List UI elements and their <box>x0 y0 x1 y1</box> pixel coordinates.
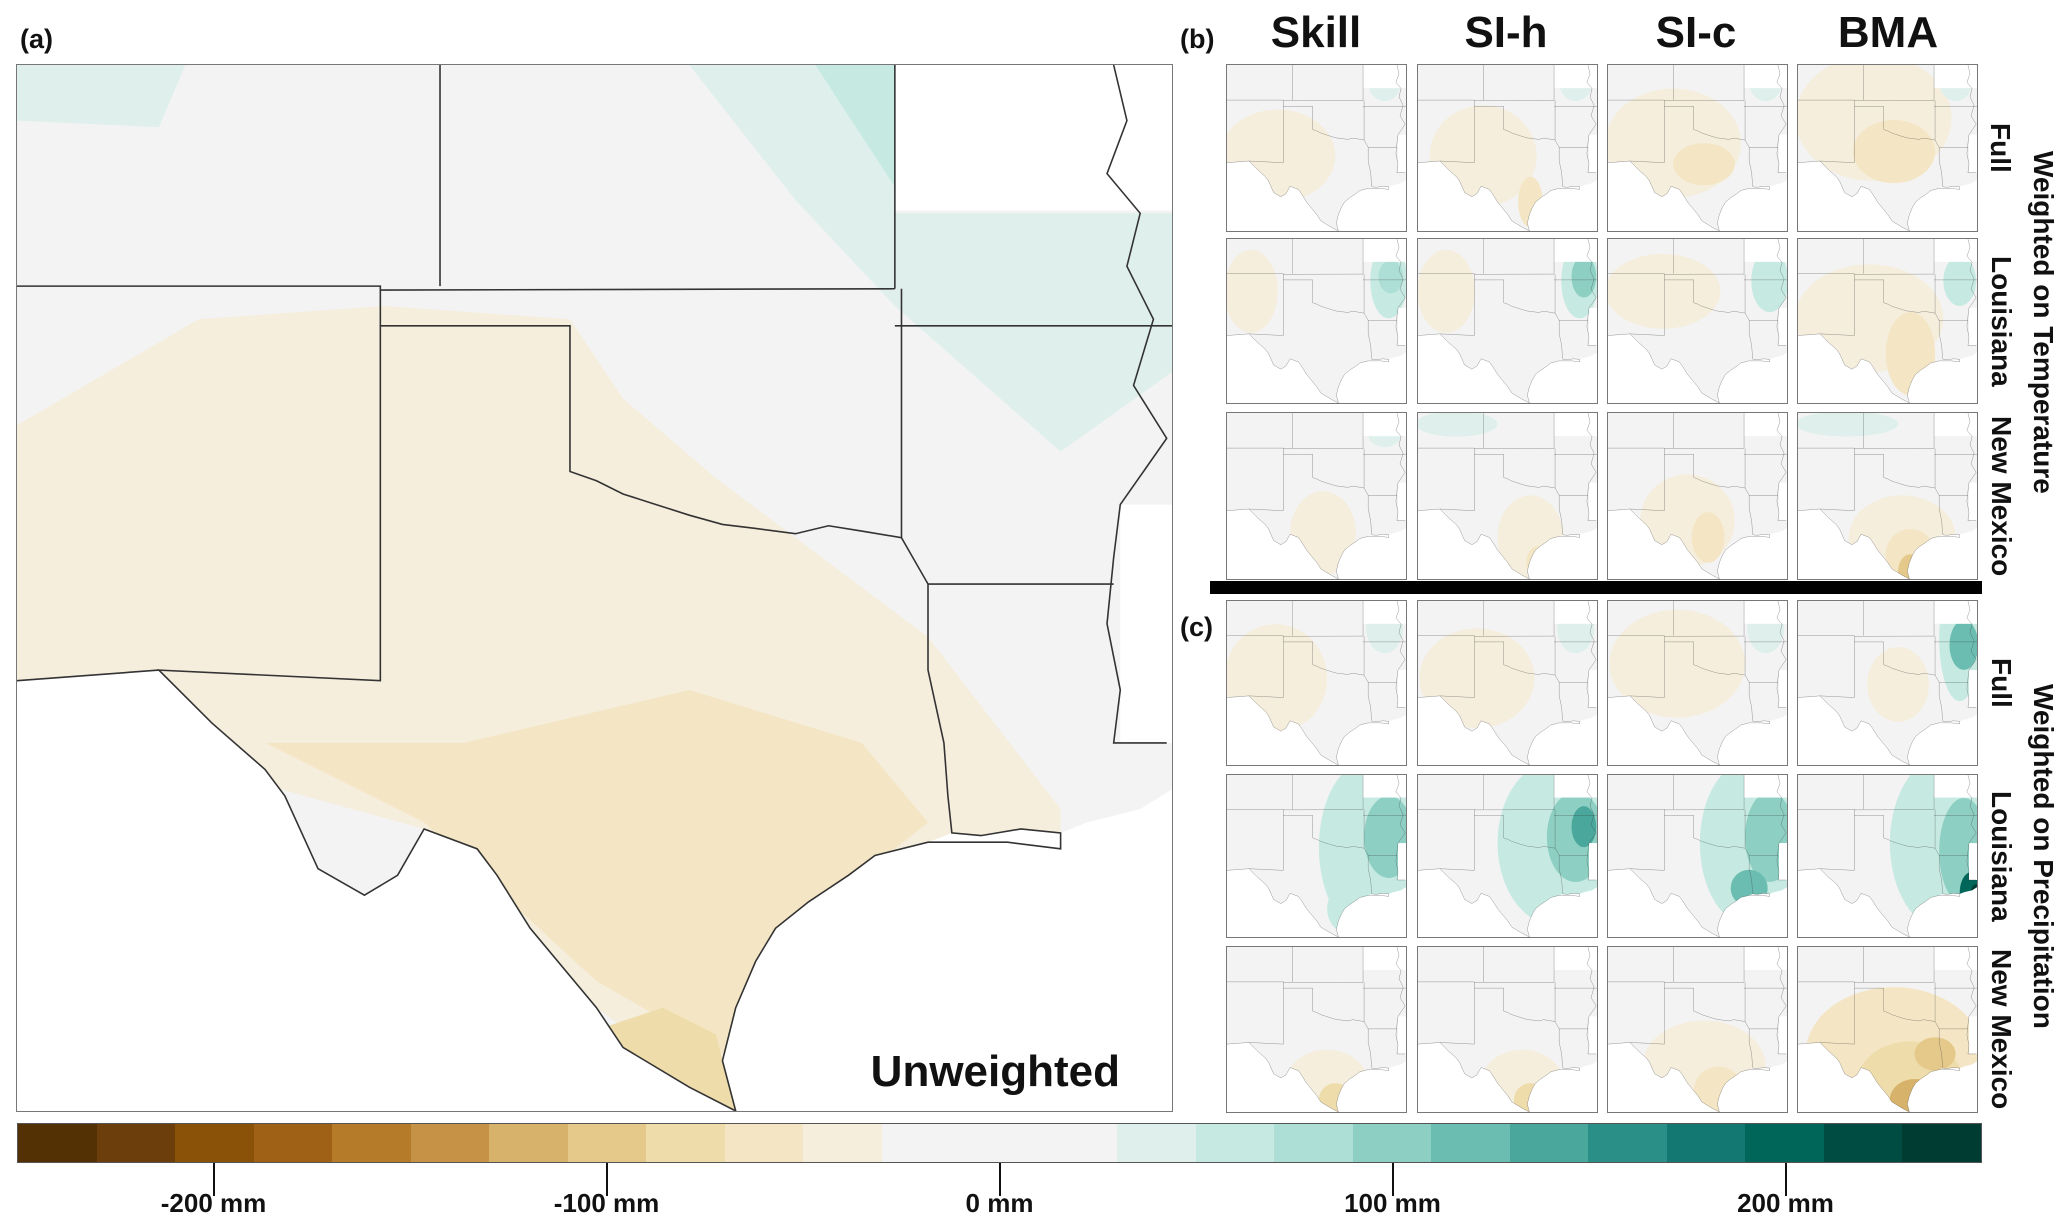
map-temp-full-skill <box>1226 64 1407 232</box>
map-precip-full-si-h <box>1417 600 1598 766</box>
colorbar-tick <box>998 1163 1001 1196</box>
colorbar-bin <box>881 1124 961 1162</box>
column-header-si-h: SI-h <box>1464 8 1548 57</box>
map-precip-louisiana-si-c <box>1607 774 1788 938</box>
column-header-skill: Skill <box>1270 8 1362 57</box>
colorbar-bin <box>175 1124 254 1162</box>
row-label-precip-louisiana: Louisiana <box>1986 790 2017 922</box>
colorbar-bin <box>1431 1124 1510 1162</box>
colorbar-tick-label: 0 mm <box>965 1188 1034 1218</box>
map-temp-full-si-c <box>1607 64 1788 232</box>
map-temp-louisiana-si-c <box>1607 238 1788 404</box>
panel-label-a: (a) <box>20 24 53 54</box>
map-temp-louisiana-si-h <box>1417 238 1598 404</box>
group-label-precipitation: Weighted on Precipitation <box>2028 684 2059 1029</box>
colorbar-bin <box>253 1124 333 1162</box>
row-label-temp-louisiana: Louisiana <box>1986 255 2017 387</box>
map-temp-louisiana-bma <box>1797 238 1978 404</box>
colorbar-bin <box>567 1124 647 1162</box>
map-precip-new-mexico-si-h <box>1417 946 1598 1113</box>
colorbar-bin <box>1745 1124 1824 1162</box>
colorbar-bin <box>410 1124 490 1162</box>
column-header-si-c: SI-c <box>1655 8 1737 57</box>
map-temp-new-mexico-skill <box>1226 412 1407 580</box>
row-label-temp-full: Full <box>1985 123 2016 173</box>
colorbar-bin <box>1823 1124 1903 1162</box>
map-precip-louisiana-si-h <box>1417 774 1598 938</box>
colorbar-bin <box>1274 1124 1353 1162</box>
colorbar-bin <box>724 1124 804 1162</box>
colorbar-bin <box>1509 1124 1589 1162</box>
colorbar-bin <box>332 1124 411 1162</box>
colorbar-tick <box>1784 1163 1787 1196</box>
colorbar-tick <box>1391 1163 1394 1196</box>
map-precip-full-si-c <box>1607 600 1788 766</box>
colorbar-bin <box>18 1124 97 1162</box>
unweighted-map: Unweighted <box>16 64 1173 1112</box>
colorbar-tick <box>605 1163 608 1196</box>
colorbar-tick-label: -200 mm <box>160 1188 267 1218</box>
row-label-precip-new-mexico: New Mexico <box>1986 949 2017 1110</box>
colorbar-tick <box>212 1163 215 1196</box>
colorbar-bin <box>1038 1124 1118 1162</box>
colorbar-bin <box>489 1124 568 1162</box>
map-temp-new-mexico-bma <box>1797 412 1978 580</box>
map-precip-new-mexico-bma <box>1797 946 1978 1113</box>
colorbar <box>17 1123 1982 1163</box>
colorbar-bin <box>1352 1124 1432 1162</box>
colorbar-tick-label: 100 mm <box>1344 1188 1441 1218</box>
colorbar-bin <box>1117 1124 1196 1162</box>
colorbar-bin <box>803 1124 882 1162</box>
map-temp-full-si-h <box>1417 64 1598 232</box>
colorbar-bin <box>646 1124 725 1162</box>
map-temp-louisiana-skill <box>1226 238 1407 404</box>
colorbar-bin <box>1902 1124 1981 1162</box>
colorbar-bin <box>1588 1124 1667 1162</box>
colorbar-bin <box>96 1124 176 1162</box>
panel-label-b: (b) <box>1180 24 1215 54</box>
colorbar-tick-label: -100 mm <box>553 1188 660 1218</box>
map-precip-louisiana-skill <box>1226 774 1407 938</box>
panel-label-c: (c) <box>1180 612 1213 642</box>
map-temp-full-bma <box>1797 64 1978 232</box>
column-header-bma: BMA <box>1837 8 1939 57</box>
group-separator <box>1210 581 1982 594</box>
row-label-temp-new-mexico: New Mexico <box>1986 415 2017 577</box>
row-label-precip-full: Full <box>1986 658 2017 708</box>
map-precip-louisiana-bma <box>1797 774 1978 938</box>
map-precip-new-mexico-skill <box>1226 946 1407 1113</box>
colorbar-bin <box>1666 1124 1746 1162</box>
colorbar-bin <box>960 1124 1039 1162</box>
colorbar-bin <box>1195 1124 1275 1162</box>
colorbar-tick-label: 200 mm <box>1737 1188 1834 1218</box>
map-precip-full-bma <box>1797 600 1978 766</box>
group-label-temperature: Weighted on Temperature <box>2028 150 2059 494</box>
unweighted-title: Unweighted <box>870 1047 1120 1096</box>
map-temp-new-mexico-si-c <box>1607 412 1788 580</box>
map-precip-new-mexico-si-c <box>1607 946 1788 1113</box>
map-precip-full-skill <box>1226 600 1407 766</box>
map-temp-new-mexico-si-h <box>1417 412 1598 580</box>
